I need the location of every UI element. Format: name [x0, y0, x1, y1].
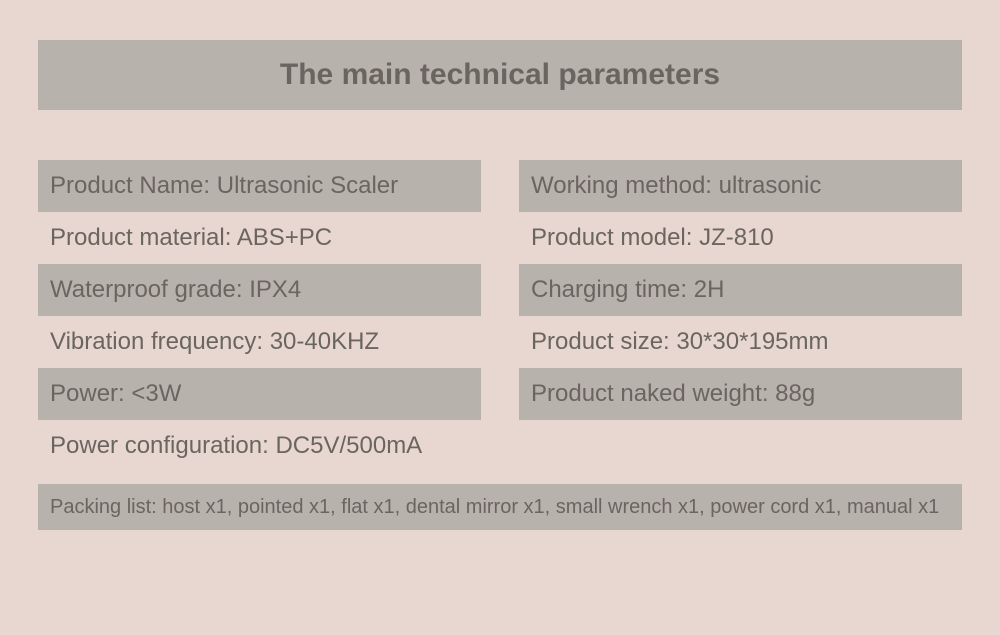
right-label: Charging time: 2H [531, 276, 724, 304]
right-label: Product size: 30*30*195mm [531, 328, 829, 356]
packing-list-text: Packing list: host x1, pointed x1, flat … [50, 496, 939, 519]
parameters-columns: Product Name: Ultrasonic Scaler Product m… [38, 160, 962, 472]
right-label: Product naked weight: 88g [531, 380, 815, 408]
left-column: Product Name: Ultrasonic Scaler Product m… [38, 160, 481, 472]
right-row: Product model: JZ-810 [519, 212, 962, 264]
left-label: Waterproof grade: IPX4 [50, 276, 301, 304]
left-label: Product material: ABS+PC [50, 224, 332, 252]
left-row: Power: <3W [38, 368, 481, 420]
title-bar: The main technical parameters [38, 40, 962, 110]
left-label: Vibration frequency: 30-40KHZ [50, 328, 379, 356]
right-column: Working method: ultrasonic Product model:… [519, 160, 962, 472]
left-row: Vibration frequency: 30-40KHZ [38, 316, 481, 368]
right-label: Working method: ultrasonic [531, 172, 821, 200]
page-container: The main technical parameters Product Na… [0, 0, 1000, 635]
left-row: Waterproof grade: IPX4 [38, 264, 481, 316]
page-title: The main technical parameters [280, 58, 720, 92]
right-label: Product model: JZ-810 [531, 224, 774, 252]
left-row: Product material: ABS+PC [38, 212, 481, 264]
power-configuration-text: Power configuration: DC5V/500mA [50, 432, 422, 460]
right-row: Charging time: 2H [519, 264, 962, 316]
right-row: Product naked weight: 88g [519, 368, 962, 420]
right-row: Product size: 30*30*195mm [519, 316, 962, 368]
left-label: Product Name: Ultrasonic Scaler [50, 172, 398, 200]
right-row: Working method: ultrasonic [519, 160, 962, 212]
left-row: Product Name: Ultrasonic Scaler [38, 160, 481, 212]
left-label: Power: <3W [50, 380, 181, 408]
packing-list-row: Packing list: host x1, pointed x1, flat … [38, 484, 962, 530]
